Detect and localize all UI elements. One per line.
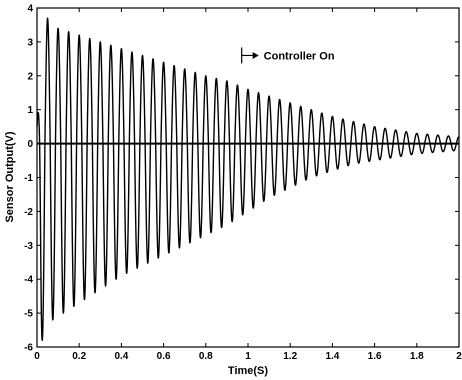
x-tick-label: 0.4 bbox=[114, 351, 128, 362]
x-tick-label: 0.2 bbox=[72, 351, 86, 362]
y-tick-label: -4 bbox=[24, 275, 33, 286]
y-tick-label: -6 bbox=[24, 343, 33, 354]
y-tick-label: -2 bbox=[24, 207, 33, 218]
x-tick-label: 1.6 bbox=[368, 351, 382, 362]
y-tick-label: 1 bbox=[27, 105, 33, 116]
y-axis-ticks: -6 -5 -4 -3 -2 -1 0 1 2 3 4 bbox=[24, 4, 459, 354]
sensor-signal-line bbox=[36, 17, 460, 341]
annotations: Controller On bbox=[241, 47, 335, 64]
annotation-arrow-head bbox=[252, 51, 259, 59]
x-tick-label: 2 bbox=[456, 351, 462, 362]
x-tick-label: 1.8 bbox=[410, 351, 424, 362]
x-tick-label: 1.2 bbox=[283, 351, 297, 362]
x-axis-title: Time(S) bbox=[228, 365, 268, 377]
y-tick-label: 4 bbox=[27, 4, 33, 15]
y-tick-label: -3 bbox=[24, 241, 33, 252]
y-tick-label: 2 bbox=[27, 71, 33, 82]
x-tick-label: 0.8 bbox=[199, 351, 213, 362]
y-tick-label: 0 bbox=[27, 139, 33, 150]
x-axis-ticks: 0 0.2 0.4 0.6 0.8 1 1.2 1.4 1.6 1.8 2 bbox=[34, 8, 462, 362]
y-tick-label: -1 bbox=[24, 173, 33, 184]
y-axis-title: Sensor Output(V) bbox=[4, 131, 16, 222]
x-tick-label: 1 bbox=[245, 351, 251, 362]
x-tick-label: 1.4 bbox=[325, 351, 339, 362]
plot-frame bbox=[36, 7, 460, 348]
y-tick-label: -5 bbox=[24, 309, 33, 320]
annotation-label: Controller On bbox=[264, 50, 335, 62]
y-tick-label: 3 bbox=[27, 37, 33, 48]
x-tick-label: 0.6 bbox=[157, 351, 171, 362]
x-tick-label: 0 bbox=[34, 351, 40, 362]
